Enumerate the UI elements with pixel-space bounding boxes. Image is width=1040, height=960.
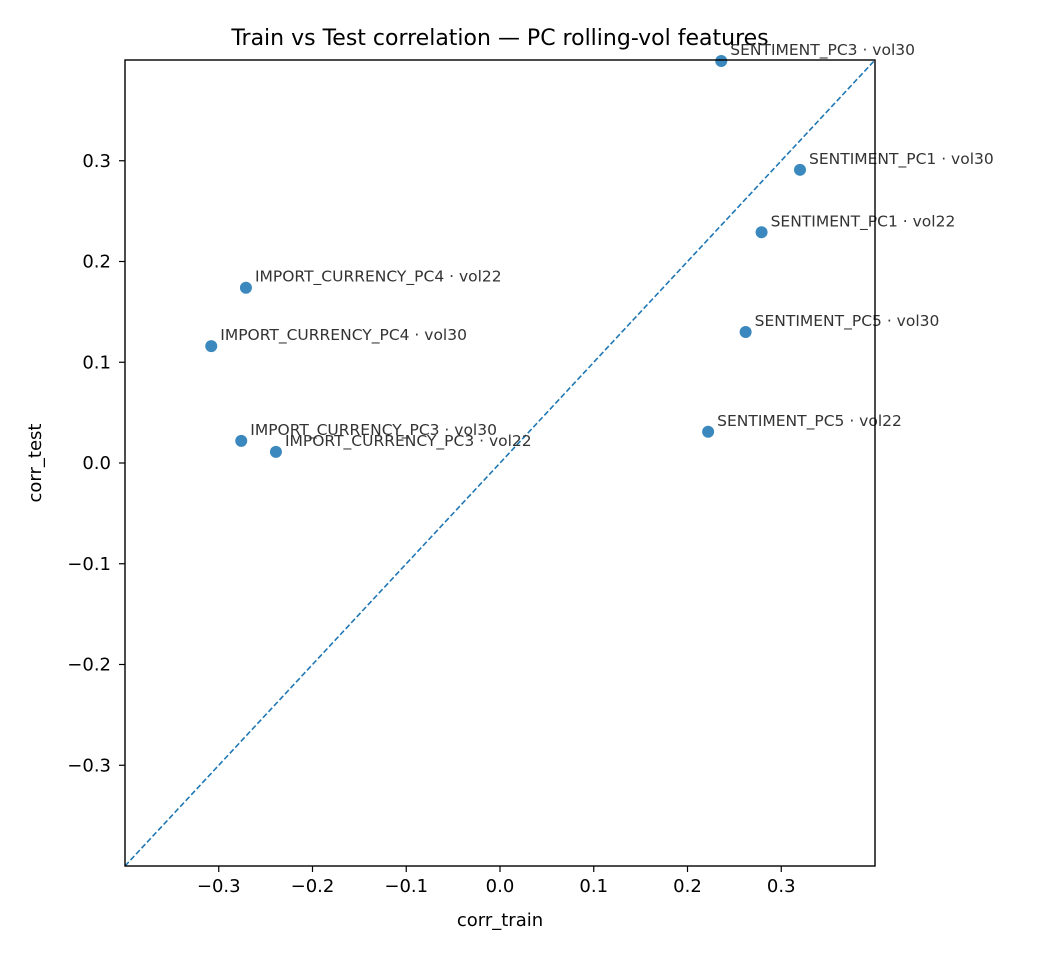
x-tick-label: 0.2 (673, 876, 702, 897)
y-tick-label: 0.1 (82, 352, 111, 373)
x-tick-label: −0.2 (291, 876, 335, 897)
chart-title: Train vs Test correlation — PC rolling-v… (230, 26, 768, 51)
y-axis-label: corr_test (25, 424, 46, 503)
x-tick-label: 0.3 (767, 876, 796, 897)
data-point (739, 326, 752, 339)
data-point (239, 281, 252, 294)
point-label: SENTIMENT_PC5 · vol30 (755, 312, 940, 331)
data-point (755, 226, 768, 239)
y-tick-label: −0.3 (67, 755, 111, 776)
x-axis: −0.3 −0.2 −0.1 0.0 0.1 0.2 0.3 (197, 866, 796, 897)
y-axis: −0.3 −0.2 −0.1 0.0 0.1 0.2 0.3 (67, 151, 125, 776)
x-tick-label: 0.1 (579, 876, 608, 897)
point-label: SENTIMENT_PC1 · vol22 (771, 212, 956, 231)
data-point (702, 425, 715, 438)
point-label: IMPORT_CURRENCY_PC4 · vol22 (255, 268, 502, 287)
y-tick-label: −0.1 (67, 554, 111, 575)
y-tick-label: 0.2 (82, 252, 111, 273)
data-point (794, 163, 806, 176)
x-tick-label: 0.0 (486, 876, 515, 897)
data-point (205, 340, 218, 353)
point-label: IMPORT_CURRENCY_PC3 · vol30 (250, 421, 497, 440)
point-label: IMPORT_CURRENCY_PC4 · vol30 (220, 326, 467, 345)
data-point (269, 445, 282, 458)
x-tick-label: −0.1 (384, 876, 428, 897)
reference-line-y-equals-x (125, 60, 875, 866)
x-tick-label: −0.3 (197, 876, 241, 897)
y-tick-label: −0.2 (67, 655, 111, 676)
point-label: SENTIMENT_PC3 · vol30 (730, 41, 915, 60)
data-point (235, 434, 248, 447)
point-label: SENTIMENT_PC1 · vol30 (809, 150, 994, 169)
x-axis-label: corr_train (457, 910, 543, 931)
y-tick-label: 0.3 (82, 151, 111, 172)
data-point (715, 55, 728, 68)
point-label: IMPORT_CURRENCY_PC3 · vol22 (285, 432, 532, 451)
point-label: SENTIMENT_PC5 · vol22 (717, 412, 902, 431)
y-tick-label: 0.0 (82, 453, 111, 474)
plot-area: SENTIMENT_PC3 · vol30 SENTIMENT_PC1 · vol… (125, 41, 994, 866)
